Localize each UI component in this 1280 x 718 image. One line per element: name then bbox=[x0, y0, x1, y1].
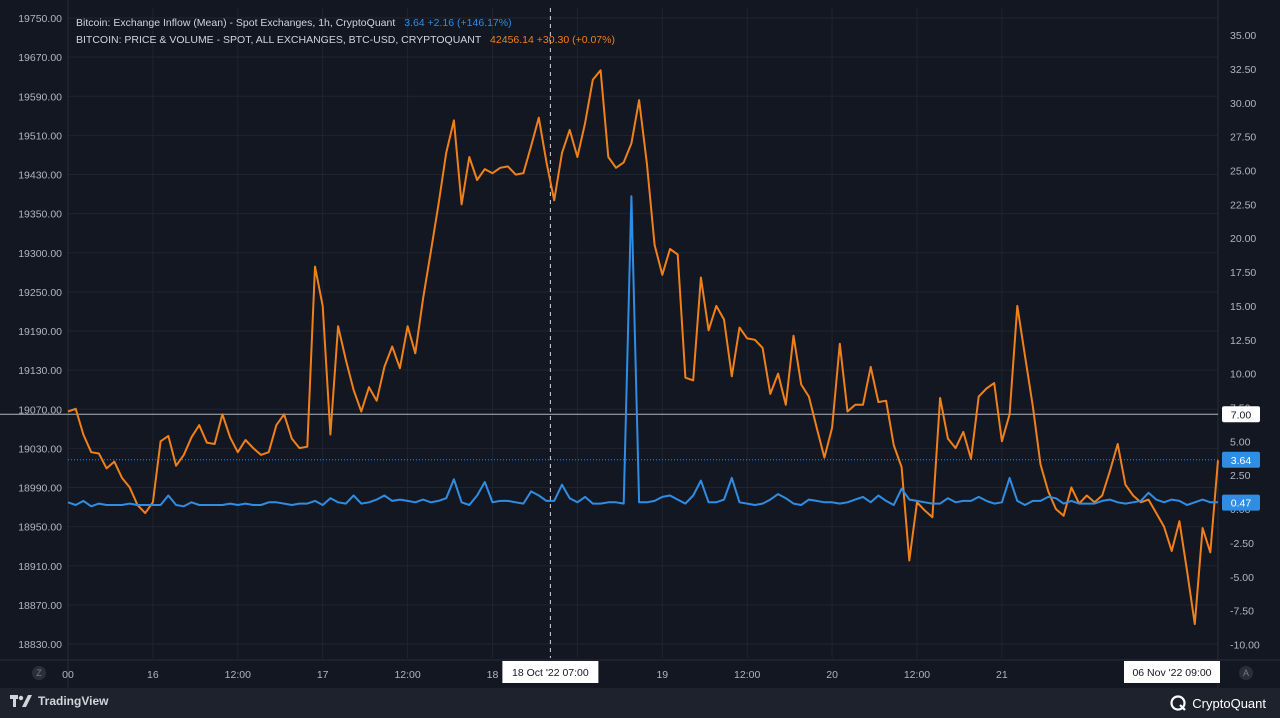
left-axis-tick-label: 18950.00 bbox=[18, 522, 62, 534]
crosshair-time-label: 18 Oct '22 07:00 bbox=[512, 667, 589, 679]
left-axis-tick-label: 18830.00 bbox=[18, 639, 62, 651]
right-axis-tick-label: 32.50 bbox=[1230, 64, 1256, 76]
right-axis-tick-label: 2.50 bbox=[1230, 470, 1251, 482]
right-axis-value-badge bbox=[1222, 451, 1260, 468]
auto-scale-button[interactable]: A bbox=[1239, 666, 1253, 680]
x-axis-tick-label: 12:00 bbox=[734, 669, 760, 681]
end-time-label: 06 Nov '22 09:00 bbox=[1132, 667, 1211, 679]
legend-price-values: 42456.14 +30.30 (+0.07%) bbox=[490, 34, 615, 46]
left-axis-tick-label: 18910.00 bbox=[18, 561, 62, 573]
left-axis-tick-label: 19670.00 bbox=[18, 52, 62, 64]
cryptoquant-brand: CryptoQuant bbox=[1192, 695, 1266, 711]
scale-left-button[interactable]: Z bbox=[32, 666, 46, 680]
x-axis-tick-label: 12:00 bbox=[394, 669, 420, 681]
right-axis-value-badge bbox=[1222, 494, 1260, 511]
left-axis-tick-label: 19510.00 bbox=[18, 130, 62, 142]
right-axis-tick-label: -5.00 bbox=[1230, 572, 1254, 584]
right-axis-tick-label: -7.50 bbox=[1230, 606, 1254, 618]
right-axis-tick-label: 15.00 bbox=[1230, 301, 1256, 313]
x-axis-tick-label: 12:00 bbox=[904, 669, 930, 681]
left-axis-tick-label: 19350.00 bbox=[18, 209, 62, 221]
left-axis-tick-label: 19030.00 bbox=[18, 443, 62, 455]
price-series-line bbox=[67, 69, 1219, 626]
right-axis-tick-label: 27.50 bbox=[1230, 132, 1256, 144]
x-axis-tick-label: 12:00 bbox=[225, 669, 251, 681]
left-axis-tick-label: 18870.00 bbox=[18, 600, 62, 612]
left-axis-tick-label: 19430.00 bbox=[18, 170, 62, 182]
footer-bar bbox=[0, 688, 1280, 718]
x-axis-tick-label: 18 bbox=[487, 669, 499, 681]
legend-inflow-title: Bitcoin: Exchange Inflow (Mean) - Spot E… bbox=[76, 17, 396, 29]
left-axis-tick-label: 19130.00 bbox=[18, 365, 62, 377]
right-axis-tick-label: 22.50 bbox=[1230, 199, 1256, 211]
crosshair-time-badge bbox=[502, 661, 599, 683]
right-axis-tick-label: 5.00 bbox=[1230, 436, 1251, 448]
right-axis-tick-label: 20.00 bbox=[1230, 233, 1256, 245]
cryptoquant-logo: CryptoQuant bbox=[1169, 694, 1266, 712]
right-axis-tick-label: -10.00 bbox=[1230, 639, 1260, 651]
legend-row-inflow: Bitcoin: Exchange Inflow (Mean) - Spot E… bbox=[76, 15, 615, 32]
right-axis-tick-label: 25.00 bbox=[1230, 166, 1256, 178]
left-axis-tick-label: 19300.00 bbox=[18, 248, 62, 260]
left-axis-tick-label: 18990.00 bbox=[18, 483, 62, 495]
right-axis-value-badge bbox=[1222, 406, 1260, 423]
x-axis-tick-label: 16 bbox=[147, 669, 159, 681]
tradingview-brand: TradingView bbox=[38, 694, 109, 708]
right-axis-tick-label: 17.50 bbox=[1230, 267, 1256, 279]
right-axis-tick-label: -2.50 bbox=[1230, 538, 1254, 550]
legend-inflow-values: 3.64 +2.16 (+146.17%) bbox=[404, 17, 512, 29]
legend-price-title: BITCOIN: PRICE & VOLUME - SPOT, ALL EXCH… bbox=[76, 34, 482, 46]
tradingview-logo[interactable]: TradingView bbox=[10, 694, 108, 708]
right-axis-value-label: 0.47 bbox=[1231, 498, 1252, 510]
right-axis-value-label: 3.64 bbox=[1231, 455, 1252, 467]
x-axis-tick-label: 19 bbox=[656, 669, 668, 681]
tradingview-icon bbox=[10, 695, 32, 707]
x-axis-tick-label: 20 bbox=[826, 669, 838, 681]
legend-row-price: BITCOIN: PRICE & VOLUME - SPOT, ALL EXCH… bbox=[76, 32, 615, 49]
cryptoquant-icon bbox=[1170, 695, 1187, 711]
left-axis-tick-label: 19590.00 bbox=[18, 91, 62, 103]
right-axis-tick-label: 10.00 bbox=[1230, 369, 1256, 381]
chart-legend: Bitcoin: Exchange Inflow (Mean) - Spot E… bbox=[76, 15, 615, 49]
left-axis-tick-label: 19190.00 bbox=[18, 326, 62, 338]
right-axis-tick-label: 12.50 bbox=[1230, 335, 1256, 347]
end-time-badge bbox=[1124, 661, 1220, 683]
right-axis-value-label: 7.00 bbox=[1231, 409, 1252, 421]
right-axis-tick-label: 35.00 bbox=[1230, 30, 1256, 42]
left-axis-tick-label: 19250.00 bbox=[18, 287, 62, 299]
left-axis-tick-label: 19070.00 bbox=[18, 404, 62, 416]
inflow-series-line bbox=[67, 195, 1218, 508]
x-axis-tick-label: 17 bbox=[317, 669, 329, 681]
right-axis-tick-label: 30.00 bbox=[1230, 98, 1256, 110]
left-axis-tick-label: 19750.00 bbox=[18, 13, 62, 25]
x-axis-tick-label: 21 bbox=[996, 669, 1008, 681]
